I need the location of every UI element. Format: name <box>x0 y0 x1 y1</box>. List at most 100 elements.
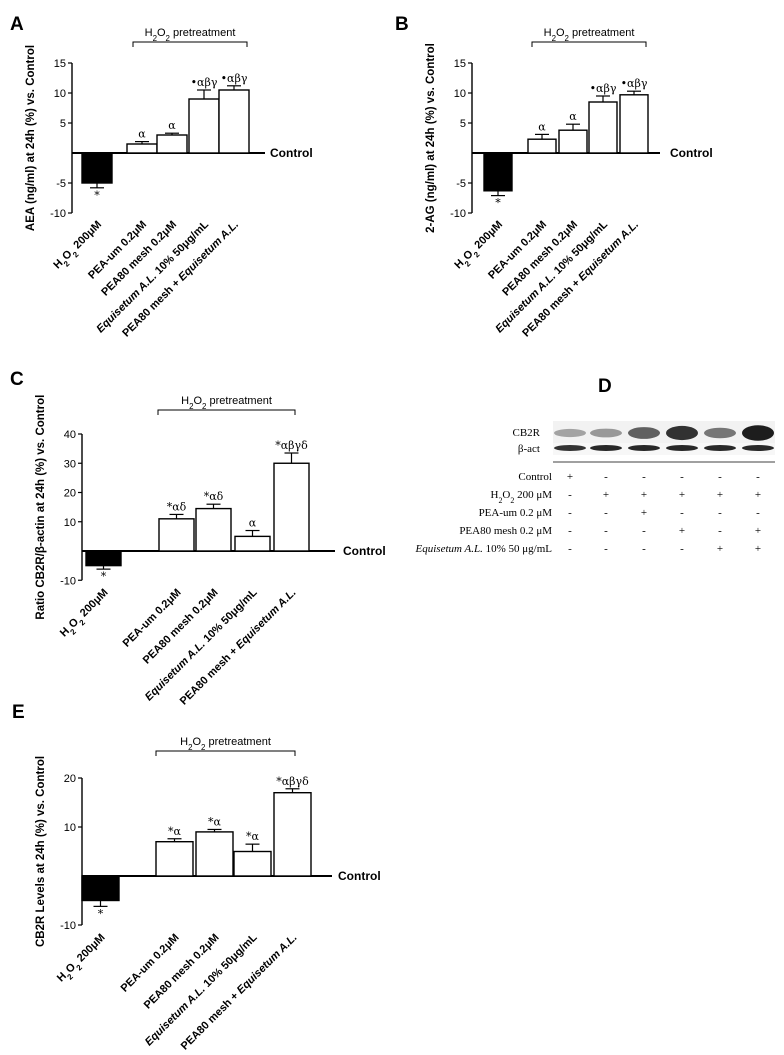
panel-label: E <box>12 702 25 723</box>
panel-label: B <box>395 14 409 35</box>
bact-band <box>704 445 736 451</box>
category-label: H2O2 200μM <box>58 587 113 642</box>
significance-mark: •αβγ <box>590 82 617 95</box>
cb2r-band <box>666 425 698 441</box>
treatment-sign: + <box>755 489 761 501</box>
significance-mark: α <box>569 110 577 123</box>
treatment-sign: + <box>755 543 761 555</box>
panel-label: C <box>10 369 24 390</box>
bar <box>158 518 195 552</box>
significance-mark: *αβγδ <box>275 439 308 452</box>
bact-band <box>554 445 586 451</box>
treatment-sign: + <box>603 489 609 501</box>
blot-bact-strip <box>553 443 775 455</box>
treatment-sign: - <box>718 471 722 483</box>
y-tick-label: -10 <box>60 920 76 932</box>
y-tick-label: 40 <box>64 429 76 441</box>
bar <box>81 875 120 902</box>
bact-band <box>590 445 622 451</box>
significance-mark: *αδ <box>167 500 187 513</box>
panel-label: A <box>10 14 24 35</box>
y-axis-label: CB2R Levels at 24h (%) vs. Control <box>35 756 47 947</box>
band-label: β-act <box>518 443 540 455</box>
pretreatment-bracket <box>132 41 248 47</box>
treatment-sign: - <box>680 471 684 483</box>
pretreatment-bracket <box>531 41 647 47</box>
y-tick-label: 5 <box>460 118 466 130</box>
y-tick-label: 10 <box>64 822 76 834</box>
pretreatment-label: H2O2 pretreatment <box>145 27 236 43</box>
y-axis-label: AEA (ng/ml) at 24h (%) vs. Control <box>25 45 37 231</box>
y-tick-label: -5 <box>456 178 466 190</box>
y-tick-label: -10 <box>50 208 66 220</box>
significance-mark: α <box>538 120 546 133</box>
band-label: CB2R <box>512 427 540 439</box>
blot-cb2r-strip <box>553 421 775 443</box>
cb2r-band <box>554 428 586 438</box>
treatment-sign: + <box>717 543 723 555</box>
category-label: PEA80 mesh 0.2μM <box>142 932 222 1012</box>
cb2r-band <box>628 427 660 439</box>
significance-mark: •αβγ <box>621 77 648 90</box>
control-label: Control <box>343 544 386 558</box>
treatment-sign: - <box>642 543 646 555</box>
bar <box>155 841 194 877</box>
treatment-sign: - <box>568 507 572 519</box>
significance-mark: * <box>94 189 100 202</box>
y-axis-label: Ratio CB2R/β-actin at 24h (%) vs. Contro… <box>35 395 47 620</box>
significance-mark: *αδ <box>204 490 224 503</box>
y-tick-label: -10 <box>60 575 76 587</box>
treatment-sign: - <box>680 543 684 555</box>
significance-mark: *α <box>168 825 182 838</box>
chart-panel-e: E H2O2 pretreatment -10 10 20 Control CB2R Lev… <box>12 702 381 1052</box>
treatment-sign: - <box>718 507 722 519</box>
bar <box>156 134 188 154</box>
y-tick-label: 30 <box>64 458 76 470</box>
significance-mark: * <box>101 570 107 583</box>
chart-panel-a: A H2O2 pretreatment -10 -5 5 10 15 Control AEA (… <box>10 14 313 339</box>
y-tick-label: 10 <box>64 517 76 529</box>
bar <box>273 792 312 877</box>
significance-mark: *α <box>208 815 222 828</box>
y-tick-label: 20 <box>64 773 76 785</box>
bar <box>85 550 122 567</box>
significance-mark: α <box>168 119 176 132</box>
treatment-sign: - <box>568 543 572 555</box>
western-blot-panel: D CB2R β-act Control + - - - - - H2O2 200 μM - + + + + +… <box>415 376 775 555</box>
treatment-sign: - <box>642 471 646 483</box>
significance-mark: •αβγ <box>221 72 248 85</box>
treatment-sign: + <box>755 525 761 537</box>
bact-band <box>628 445 660 451</box>
y-tick-label: -10 <box>450 208 466 220</box>
treatment-sign: + <box>717 489 723 501</box>
bar <box>234 535 271 552</box>
bar <box>483 152 513 192</box>
pretreatment-bracket <box>157 409 296 415</box>
pretreatment-bracket <box>155 750 296 756</box>
cb2r-band <box>704 427 736 439</box>
y-tick-label: 15 <box>454 58 466 70</box>
significance-mark: α <box>249 517 257 530</box>
y-tick-label: 15 <box>54 58 66 70</box>
y-tick-label: 20 <box>64 488 76 500</box>
bar <box>233 850 272 877</box>
significance-mark: * <box>495 197 501 210</box>
bar <box>195 507 232 552</box>
y-tick-label: -5 <box>56 178 66 190</box>
treatment-sign: + <box>641 507 647 519</box>
control-label: Control <box>338 869 381 883</box>
treatment-sign: - <box>604 543 608 555</box>
category-label: H2O2 200μM <box>55 932 110 987</box>
significance-mark: α <box>138 128 146 141</box>
treatment-sign: - <box>756 507 760 519</box>
cb2r-band <box>742 425 774 441</box>
treatment-sign: + <box>567 471 573 483</box>
treatment-row-label: Equisetum A.L. 10% 50 μg/mL <box>415 543 553 555</box>
treatment-sign: + <box>679 525 685 537</box>
control-label: Control <box>270 146 313 160</box>
bar <box>527 138 557 154</box>
bar <box>558 129 588 154</box>
bact-band <box>742 445 774 451</box>
treatment-row-label: PEA80 mesh 0.2 μM <box>459 525 552 537</box>
